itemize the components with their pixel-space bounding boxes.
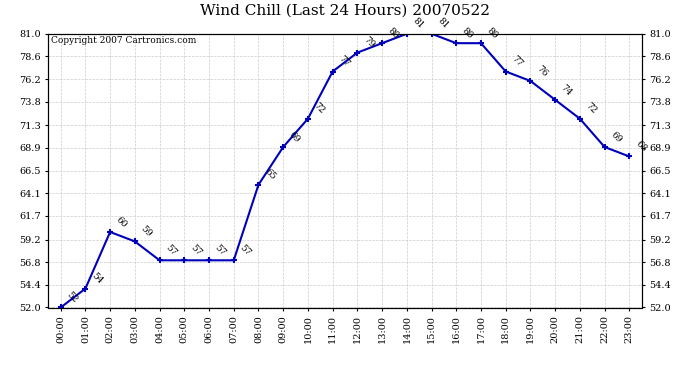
- Text: Copyright 2007 Cartronics.com: Copyright 2007 Cartronics.com: [51, 36, 197, 45]
- Text: 76: 76: [535, 64, 549, 78]
- Text: 68: 68: [633, 139, 648, 154]
- Text: 57: 57: [213, 243, 228, 258]
- Text: Wind Chill (Last 24 Hours) 20070522: Wind Chill (Last 24 Hours) 20070522: [200, 4, 490, 18]
- Text: 77: 77: [510, 54, 524, 69]
- Text: 54: 54: [90, 271, 104, 286]
- Text: 69: 69: [287, 130, 302, 144]
- Text: 81: 81: [435, 16, 450, 31]
- Text: 72: 72: [312, 102, 326, 116]
- Text: 57: 57: [188, 243, 203, 258]
- Text: 72: 72: [584, 102, 598, 116]
- Text: 59: 59: [139, 224, 154, 238]
- Text: 77: 77: [337, 54, 351, 69]
- Text: 57: 57: [164, 243, 178, 258]
- Text: 80: 80: [485, 26, 500, 40]
- Text: 80: 80: [460, 26, 475, 40]
- Text: 69: 69: [609, 130, 623, 144]
- Text: 52: 52: [65, 290, 79, 305]
- Text: 65: 65: [263, 167, 277, 182]
- Text: 80: 80: [386, 26, 401, 40]
- Text: 79: 79: [362, 35, 376, 50]
- Text: 60: 60: [115, 215, 129, 229]
- Text: 57: 57: [238, 243, 253, 258]
- Text: 81: 81: [411, 16, 426, 31]
- Text: 74: 74: [560, 82, 574, 97]
